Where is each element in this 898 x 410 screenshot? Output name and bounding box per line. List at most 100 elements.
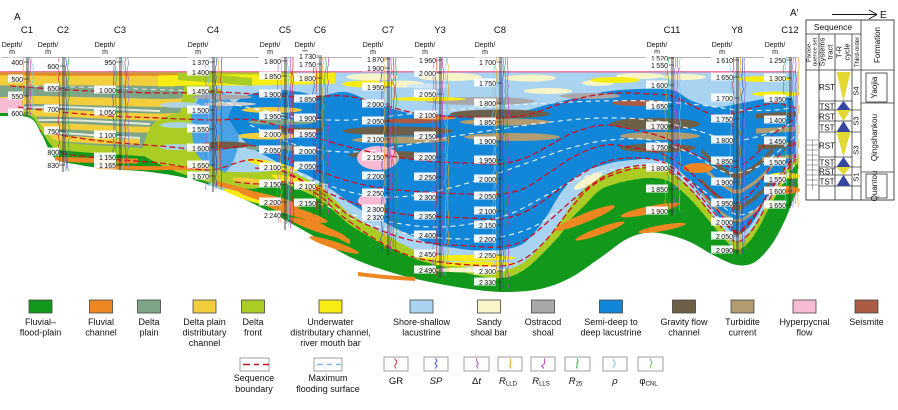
svg-text:2 150: 2 150	[419, 134, 436, 141]
svg-text:2 100: 2 100	[264, 165, 281, 172]
svg-text:Depth/: Depth/	[475, 42, 496, 49]
svg-text:Depth/: Depth/	[38, 42, 59, 49]
svg-text:1 650: 1 650	[716, 75, 733, 82]
svg-text:700: 700	[47, 107, 59, 114]
svg-text:shoal: shoal	[532, 328, 554, 338]
svg-text:river mouth bar: river mouth bar	[300, 338, 361, 348]
svg-text:Sequence: Sequence	[814, 22, 853, 32]
svg-text:800: 800	[47, 150, 59, 157]
svg-text:1 550: 1 550	[192, 127, 209, 134]
svg-text:m: m	[654, 49, 660, 56]
svg-text:2 050: 2 050	[367, 119, 384, 126]
svg-text:1 900: 1 900	[367, 66, 384, 73]
svg-text:1 750: 1 750	[479, 81, 496, 88]
svg-text:2 150: 2 150	[299, 201, 316, 208]
svg-text:1 450: 1 450	[769, 139, 786, 146]
svg-text:1 700: 1 700	[479, 60, 496, 67]
svg-text:Yaojia: Yaojia	[870, 76, 879, 98]
svg-text:2 050: 2 050	[716, 234, 733, 241]
svg-text:1 500: 1 500	[769, 160, 786, 167]
svg-text:1 650: 1 650	[192, 163, 209, 170]
svg-text:m: m	[370, 49, 376, 56]
svg-text:Depth/: Depth/	[363, 42, 384, 49]
svg-text:1 610: 1 610	[716, 58, 733, 65]
svg-text:channel: channel	[85, 328, 117, 338]
svg-text:1 950: 1 950	[479, 158, 496, 165]
svg-text:quence set: quence set	[813, 37, 819, 66]
svg-text:Shore-shallow: Shore-shallow	[393, 317, 451, 327]
svg-text:1 550: 1 550	[651, 63, 668, 70]
svg-text:Seismite: Seismite	[849, 317, 884, 327]
svg-text:1 900: 1 900	[264, 92, 281, 99]
svg-text:deep lacustrine: deep lacustrine	[580, 328, 641, 338]
svg-text:Sandy: Sandy	[476, 317, 502, 327]
svg-text:2 250: 2 250	[367, 191, 384, 198]
svg-text:1 600: 1 600	[192, 146, 209, 153]
svg-text:current: current	[728, 328, 757, 338]
svg-text:m: m	[102, 49, 108, 56]
svg-text:Δt: Δt	[472, 376, 481, 387]
svg-text:650: 650	[47, 86, 59, 93]
svg-text:1 750: 1 750	[299, 62, 316, 69]
svg-text:A′: A′	[790, 8, 799, 19]
svg-text:1 650: 1 650	[769, 203, 786, 210]
svg-text:2 200: 2 200	[367, 174, 384, 181]
svg-text:Delta: Delta	[138, 317, 159, 327]
svg-text:830: 830	[47, 163, 59, 170]
svg-text:1 400: 1 400	[769, 118, 786, 125]
svg-text:tract: tract	[826, 44, 835, 60]
svg-text:1 850: 1 850	[479, 120, 496, 127]
svg-text:1 730: 1 730	[299, 54, 316, 61]
svg-text:2 150: 2 150	[479, 223, 496, 230]
svg-text:1 000: 1 000	[99, 88, 116, 95]
svg-text:S3: S3	[852, 116, 861, 125]
svg-text:2 200: 2 200	[419, 155, 436, 162]
svg-text:1 350: 1 350	[769, 97, 786, 104]
svg-text:Systems: Systems	[818, 37, 827, 66]
svg-text:C7: C7	[382, 25, 394, 36]
svg-text:1 500: 1 500	[192, 108, 209, 115]
svg-text:2 250: 2 250	[479, 253, 496, 260]
svg-text:SP: SP	[430, 376, 443, 387]
svg-text:2 320: 2 320	[367, 215, 384, 222]
svg-text:1 670: 1 670	[192, 174, 209, 181]
svg-text:1 900: 1 900	[716, 180, 733, 187]
svg-text:1 850: 1 850	[299, 97, 316, 104]
svg-text:1 550: 1 550	[769, 177, 786, 184]
svg-text:500: 500	[11, 77, 23, 84]
svg-text:E: E	[880, 10, 887, 21]
svg-text:TST: TST	[819, 177, 834, 186]
svg-text:1 900: 1 900	[299, 116, 316, 123]
svg-text:2 450: 2 450	[419, 252, 436, 259]
svg-text:front: front	[244, 328, 263, 338]
svg-text:2 100: 2 100	[479, 209, 496, 216]
svg-text:φCNL: φCNL	[639, 376, 658, 388]
svg-text:m: m	[719, 49, 725, 56]
svg-text:1 850: 1 850	[651, 187, 668, 194]
svg-text:1 900: 1 900	[479, 139, 496, 146]
svg-text:1 700: 1 700	[651, 124, 668, 131]
svg-text:Qingshankou: Qingshankou	[870, 114, 879, 161]
svg-text:1 850: 1 850	[716, 159, 733, 166]
svg-text:400: 400	[11, 60, 23, 67]
svg-text:1 900: 1 900	[651, 209, 668, 216]
svg-text:Depth/: Depth/	[2, 42, 23, 49]
svg-text:Depth/: Depth/	[95, 42, 116, 49]
svg-text:2 300: 2 300	[479, 269, 496, 276]
svg-text:1 400: 1 400	[192, 70, 209, 77]
svg-text:RLLS: RLLS	[532, 376, 550, 388]
svg-text:1 850: 1 850	[264, 74, 281, 81]
svg-text:Depth/: Depth/	[295, 42, 316, 49]
svg-text:cycle: cycle	[843, 43, 852, 60]
svg-text:S4: S4	[852, 86, 861, 95]
svg-text:flow: flow	[796, 328, 813, 338]
svg-text:RST: RST	[819, 141, 835, 150]
svg-text:R25: R25	[569, 376, 583, 388]
svg-text:1 800: 1 800	[716, 138, 733, 145]
svg-text:Sequence: Sequence	[234, 373, 275, 383]
svg-text:2 090: 2 090	[716, 248, 733, 255]
svg-text:2 050: 2 050	[479, 194, 496, 201]
svg-text:2 300: 2 300	[419, 195, 436, 202]
svg-text:1 960: 1 960	[419, 58, 436, 65]
svg-text:750: 750	[47, 129, 59, 136]
